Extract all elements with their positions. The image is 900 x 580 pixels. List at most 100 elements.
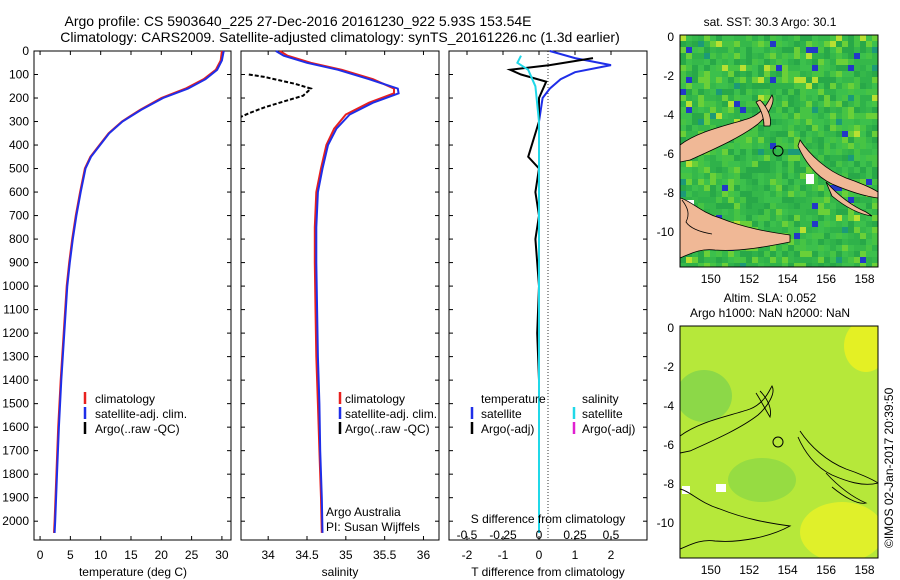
sst-cell (746, 107, 752, 113)
sst-cell (728, 143, 734, 149)
sst-cell (734, 161, 740, 167)
sst-cell (824, 107, 830, 113)
map-x-tick-label: 156 (816, 272, 836, 286)
x-tick-label: 35 (339, 548, 353, 562)
sst-cell (806, 203, 812, 209)
sst-cell (794, 203, 800, 209)
depth-tick-label: 500 (9, 162, 29, 176)
sst-cell (842, 71, 848, 77)
sst-cell (686, 119, 692, 125)
sst-cell (770, 41, 776, 47)
sst-cell (770, 167, 776, 173)
sst-cell (782, 167, 788, 173)
sst-cell (722, 101, 728, 107)
sst-cell (854, 107, 860, 113)
map-y-tick-label: -8 (663, 477, 674, 491)
sst-cell (860, 221, 866, 227)
sst-cell (794, 173, 800, 179)
sst-cell (734, 173, 740, 179)
sst-cell (842, 221, 848, 227)
sst-cell (764, 149, 770, 155)
sst-cell (728, 95, 734, 101)
sst-cell (854, 101, 860, 107)
sst-cell (872, 119, 878, 125)
sst-cell (800, 173, 806, 179)
sst-cell (854, 83, 860, 89)
sst-cell (872, 215, 878, 221)
sst-cell (824, 185, 830, 191)
sst-cell (746, 35, 752, 41)
sst-cell (794, 101, 800, 107)
sst-cell (788, 83, 794, 89)
sst-cell (752, 35, 758, 41)
sst-cell (740, 65, 746, 71)
sst-cell (842, 35, 848, 41)
sst-cell (764, 71, 770, 77)
sst-cell (860, 227, 866, 233)
sst-cell (800, 131, 806, 137)
sst-cell (728, 185, 734, 191)
sst-cell (854, 203, 860, 209)
sst-cell (872, 227, 878, 233)
difference-lines (506, 50, 612, 533)
sst-cell (848, 215, 854, 221)
map-x-tick-label: 154 (778, 563, 798, 577)
sst-cell (848, 149, 854, 155)
sst-cell (824, 119, 830, 125)
sst-cell (836, 233, 842, 239)
sst-cell (716, 179, 722, 185)
map-x-tick-label: 150 (701, 272, 721, 286)
sst-cell (800, 65, 806, 71)
sst-cell (866, 101, 872, 107)
sst-cell (806, 167, 812, 173)
sst-cell (842, 59, 848, 65)
sst-cell (692, 257, 698, 263)
sst-cell (800, 125, 806, 131)
sst-cell (770, 65, 776, 71)
sst-cell (836, 209, 842, 215)
sst-cell (740, 155, 746, 161)
sst-cell (704, 155, 710, 161)
sst-cell (788, 143, 794, 149)
sst-cell (680, 65, 686, 71)
sst-cell (698, 203, 704, 209)
sst-cell (740, 251, 746, 257)
sst-cell (728, 173, 734, 179)
sst-cell (830, 35, 836, 41)
sst-cell (728, 119, 734, 125)
sst-cell (806, 209, 812, 215)
sst-cell (830, 137, 836, 143)
sst-cell (728, 41, 734, 47)
sst-cell (764, 257, 770, 263)
sst-cell (686, 47, 692, 53)
sst-cell (848, 71, 854, 77)
sst-cell (776, 215, 782, 221)
sst-cell (818, 77, 824, 83)
sst-cell (782, 107, 788, 113)
sst-cell (830, 89, 836, 95)
sst-cell (854, 221, 860, 227)
sst-cell (848, 95, 854, 101)
sst-cell (704, 71, 710, 77)
sst-cell (824, 65, 830, 71)
sst-cell (860, 131, 866, 137)
sst-cell (692, 59, 698, 65)
depth-tick-label: 300 (9, 115, 29, 129)
title-line-2: Climatology: CARS2009. Satellite-adjuste… (60, 29, 620, 45)
sst-cell (872, 221, 878, 227)
sst-cell (728, 215, 734, 221)
sst-cell (812, 35, 818, 41)
sst-cell (704, 119, 710, 125)
sst-cell (770, 89, 776, 95)
sst-cell (782, 149, 788, 155)
sst-cell (812, 41, 818, 47)
sst-cell (776, 263, 782, 267)
sst-cell (746, 197, 752, 203)
sst-cell (752, 263, 758, 267)
s-tick-label: 0.5 (603, 528, 620, 542)
sst-cell (818, 245, 824, 251)
sst-cell (848, 233, 854, 239)
sst-cell (764, 191, 770, 197)
sst-cell (722, 185, 728, 191)
sst-cell (860, 77, 866, 83)
